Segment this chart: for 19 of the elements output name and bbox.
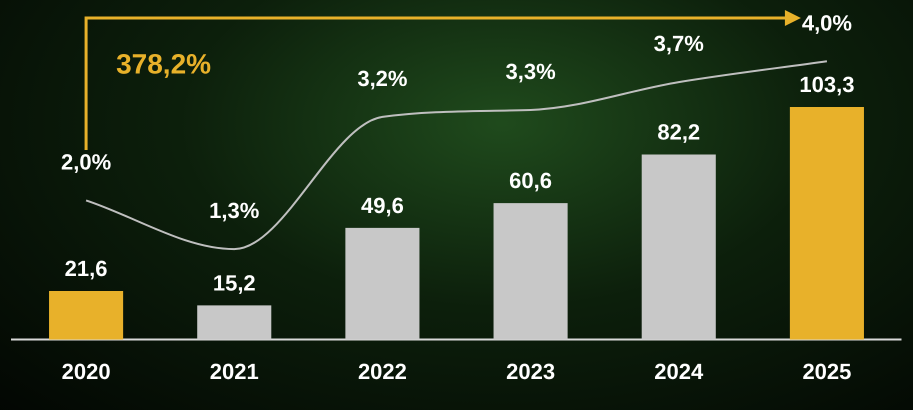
text: 378,2%	[116, 48, 212, 80]
data-label: 1,3%	[209, 198, 260, 224]
data-label: 15,2	[212, 270, 256, 296]
data-label: 49,6	[361, 192, 404, 218]
x-tick-label: 2024	[654, 358, 704, 384]
data-label: 60,6	[509, 168, 552, 194]
x-tick-label: 2023	[506, 358, 556, 384]
data-label: 103,3	[799, 72, 854, 98]
data-label: 3,3%	[506, 59, 556, 84]
data-label: 82,2	[657, 120, 700, 145]
data-label: 3,2%	[357, 66, 408, 91]
data-label: 3,7%	[654, 31, 704, 56]
x-tick-label: 2025	[802, 358, 852, 384]
x-tick-label: 2021	[210, 358, 259, 384]
data-label: 2,0%	[61, 149, 112, 174]
data-label: 21,6	[64, 256, 108, 282]
data-label: 4,0%	[802, 10, 852, 36]
x-tick-label: 2020	[62, 358, 111, 384]
x-tick-label: 2022	[358, 358, 407, 384]
